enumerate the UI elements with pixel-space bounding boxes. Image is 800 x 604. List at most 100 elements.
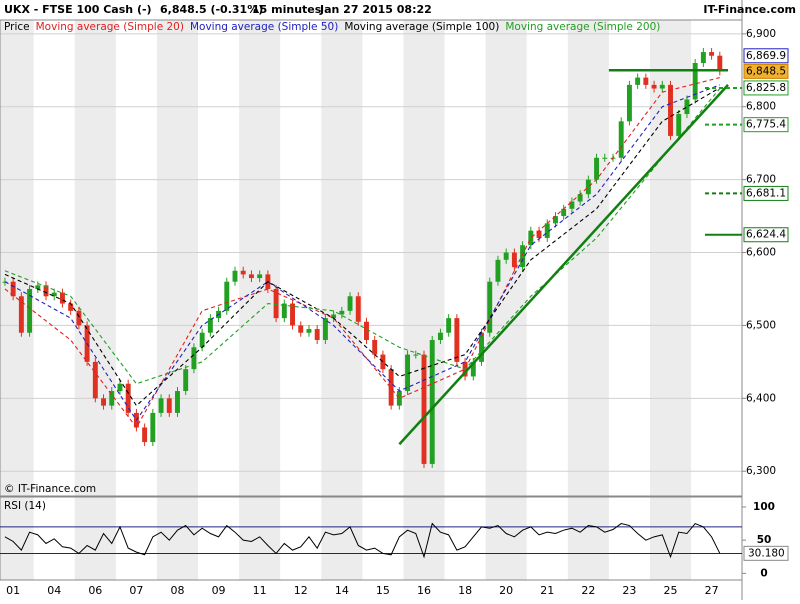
quote: 6,848.5 (-0.31%) [160,3,263,16]
x-tick-label: 07 [129,584,143,597]
candle [339,310,345,315]
level-label: 6,869.9 [746,50,786,62]
y-tick-label: 6,600 [746,247,776,259]
x-tick-label: 04 [47,584,61,597]
candle [183,369,189,392]
day-band [74,497,116,580]
timeframe: 15 minutes [252,3,322,16]
candle [117,383,123,392]
candle [380,354,386,370]
day-band [567,497,609,580]
brand: IT-Finance.com [703,3,796,16]
rsi-tick-label: 0 [760,567,767,579]
candle [331,314,337,319]
candle [668,84,673,136]
x-tick-label: 15 [376,584,390,597]
x-tick-label: 08 [170,584,184,597]
day-band [567,20,609,496]
candle [585,179,591,195]
candle [446,318,452,333]
x-tick-label: 09 [212,584,226,597]
day-band [321,497,363,580]
rsi-line [4,522,721,559]
candle [470,361,476,377]
day-band [485,497,527,580]
candle [429,340,435,464]
legend-entry: Moving average (Simple 100) [344,21,499,33]
day-band [0,20,34,496]
candle [101,398,106,406]
candle [553,216,558,224]
x-tick-label: 23 [622,584,636,597]
rsi-tick-label: 100 [753,501,775,513]
candle [18,296,24,333]
candle [635,77,641,85]
y-tick-label: 6,800 [746,101,776,113]
candle [709,52,715,56]
candle [298,325,304,333]
moving-average [4,84,721,422]
x-tick-label: 11 [253,584,267,597]
candle [511,252,517,268]
candle [35,285,41,289]
candle [51,292,57,297]
candle [520,245,526,268]
candle [68,303,74,311]
level-box [743,80,789,96]
level-label: 6,681.1 [746,187,786,199]
x-tick-label: 16 [417,584,431,597]
candle [626,84,632,122]
candle [503,252,509,260]
candle [76,310,82,326]
candle [109,391,115,406]
x-tick-label: 25 [664,584,678,597]
x-tick-label: 06 [88,584,102,597]
level-box [743,117,789,133]
candle [413,354,419,356]
candle [92,361,98,399]
candle [495,259,501,282]
rsi-last-label: 30.180 [748,547,785,559]
copyright: © IT-Finance.com [4,483,96,495]
rsi-title: RSI (14) [4,500,46,512]
candle [479,332,484,362]
candle [314,329,320,341]
moving-average [4,88,721,385]
candle [421,354,427,464]
candle [651,84,657,89]
x-tick-label: 18 [458,584,472,597]
candle [199,332,205,348]
candle [396,391,402,406]
candle [240,270,246,275]
day-band [239,497,281,580]
candle [273,288,279,319]
trendline [398,84,729,446]
candle [322,318,328,341]
candle [306,329,312,333]
x-tick-label: 22 [581,584,595,597]
candle [224,281,230,311]
level-label: 6,624.4 [746,229,786,241]
day-band [74,20,116,496]
legend-entry: Price [4,21,30,33]
candle [684,99,690,115]
candle [355,296,361,322]
candle [10,281,16,297]
x-tick-label: 14 [335,584,349,597]
level-label: 6,848.5 [746,65,786,77]
x-tick-label: 12 [294,584,308,597]
candle [594,157,600,180]
candle [364,321,369,341]
candle [487,281,493,333]
level-label: 6,825.8 [746,82,786,94]
candle [257,274,263,279]
candle [528,230,534,246]
candle [544,223,550,238]
candle [142,427,148,443]
candle [405,354,411,392]
candle [347,296,353,311]
moving-average [4,87,721,407]
day-band [649,497,692,580]
candle [618,121,624,158]
